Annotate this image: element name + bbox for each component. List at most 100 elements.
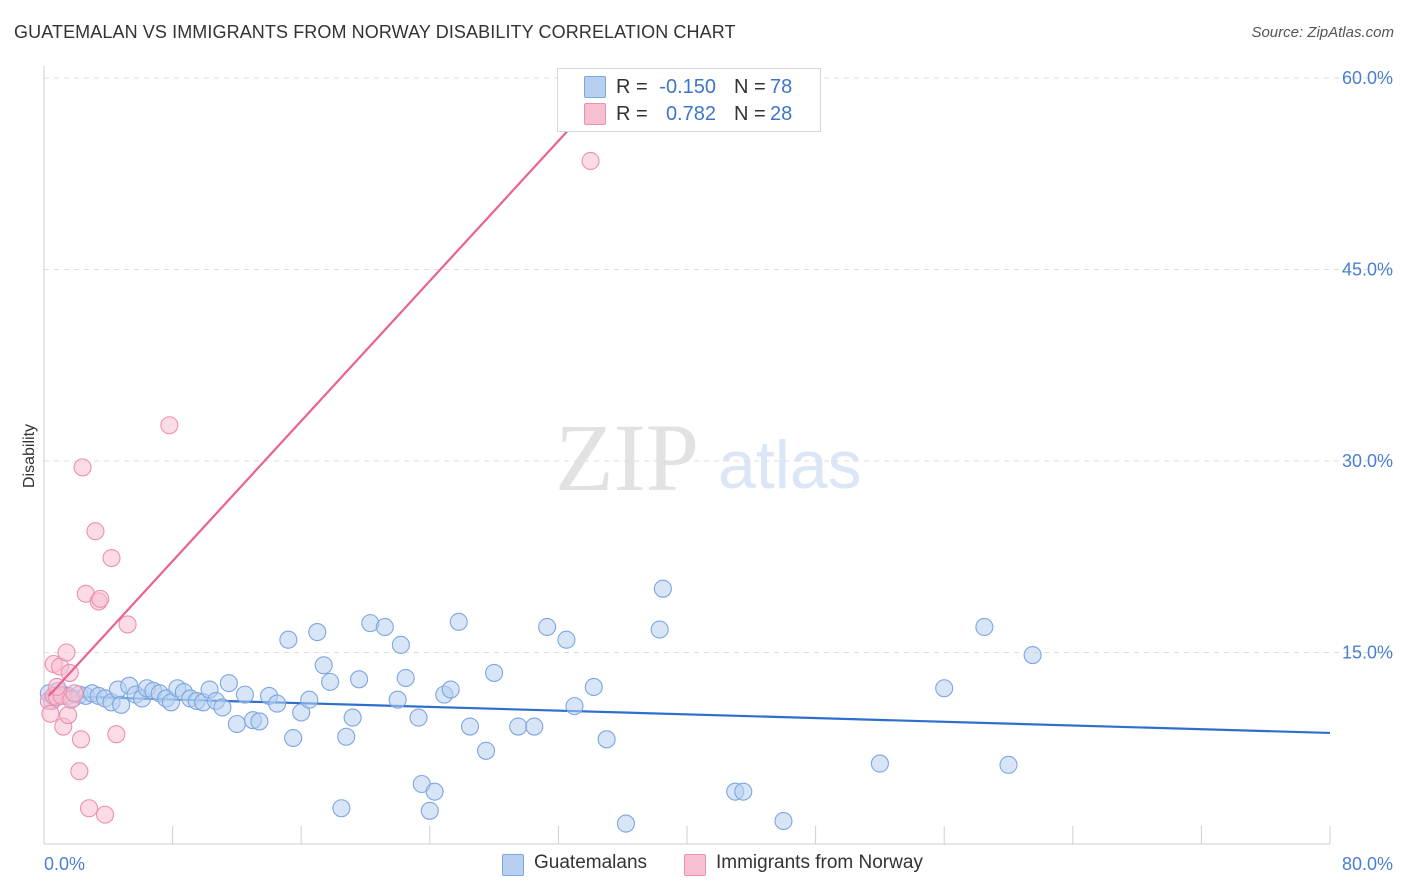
guatemalans-point [653,579,672,598]
guatemalans-point [375,617,394,637]
guatemalans-point [292,703,311,722]
guatemalans-point [300,690,319,709]
norway-point [79,799,99,818]
legend-label: Guatemalans [534,852,648,873]
guatemalans-point [343,708,362,727]
guatemalans-point [268,694,287,713]
norway-point [57,643,76,662]
guatemalans-point [525,717,544,736]
guatemalans-point [112,695,131,714]
r-value: -0.150 [659,76,716,98]
guatemalans-point [337,727,356,746]
guatemalans-point [509,717,528,736]
norway-point [86,522,105,541]
x-tick-label: 80.0% [1342,854,1393,874]
pink-swatch [584,103,606,125]
guatemalans-point [219,674,238,693]
norway-point [73,458,92,477]
n-value: 78 [770,76,793,98]
watermark-zip: ZIP [555,404,699,511]
guatemalans-point [321,672,340,691]
guatemalans-point [420,801,439,820]
guatemalans-point [350,670,369,689]
y-tick-label: 30.0% [1342,451,1393,471]
guatemalans-point [250,712,269,731]
gridlines [44,77,1392,653]
guatemalans-point [650,620,669,639]
correlation-legend: R = -0.150 N = 78 R = 0.782 N = 28 [557,68,821,132]
guatemalans-point [557,630,576,649]
pink-swatch [684,854,706,876]
guatemalans-trend [48,694,1331,735]
guatemalans-point [409,708,428,727]
n-label: N = [734,103,766,125]
norway-point [91,589,110,608]
r-value: 0.782 [665,103,716,125]
legend-row-norway: R = 0.782 N = 28 [558,100,820,128]
guatemalans-point [449,612,468,631]
norway-point [118,615,137,634]
guatemalans-point [441,680,460,699]
guatemalans-point [388,690,407,709]
y-tick-label: 15.0% [1342,643,1393,663]
guatemalans-point [308,623,327,642]
y-tick-label: 45.0% [1342,260,1393,280]
norway-point [70,762,89,781]
tick-labels: 15.0% 30.0% 45.0% 60.0% 0.0% 80.0% [44,68,1393,874]
legend-label: Immigrants from Norway [716,852,923,873]
n-value: 28 [770,103,793,125]
guatemalans-point [425,782,444,801]
guatemalans-point [485,663,504,682]
guatemalans-point [213,698,232,717]
chart-title: GUATEMALAN VS IMMIGRANTS FROM NORWAY DIS… [14,22,736,42]
norway-point [41,704,60,723]
guatemalans-point [565,697,584,716]
y-tick-label: 60.0% [1342,68,1393,88]
watermark-atlas: atlas [718,427,862,503]
x-tick-label: 0.0% [44,854,85,874]
guatemalans-point [227,714,246,734]
norway-point [96,805,115,824]
guatemalans-point [477,741,496,760]
guatemalans-point [460,717,480,736]
guatemalans-point [870,754,889,773]
y-axis-label: Disability [21,424,38,488]
guatemalans-point [396,668,415,688]
r-label: R = [616,103,648,125]
guatemalans-point [1023,646,1042,665]
guatemalans-point [774,811,793,831]
legend-row-guatemalans: R = -0.150 N = 78 [558,73,820,101]
norway-point [581,151,600,171]
guatemalans-point [584,677,603,697]
guatemalans-point [279,630,298,649]
norway-point [65,684,84,703]
guatemalans-point [538,617,557,637]
guatemalans-point [314,656,333,675]
norway-trend [48,82,613,697]
norway-point [102,548,121,568]
norway-point [107,725,126,744]
norway-point [160,416,179,435]
guatemalans-point [616,814,635,833]
norway-points [39,151,600,824]
guatemalans-point [391,635,410,654]
source-label: Source: ZipAtlas.com [1251,24,1394,41]
norway-point [71,730,91,749]
norway-trend-line [48,82,613,697]
guatemalans-point [284,728,303,748]
guatemalans-point [734,782,753,801]
guatemalans-point [332,799,351,818]
norway-point [59,706,78,725]
guatemalans-point [975,617,994,637]
guatemalans-trend-line [48,694,1331,735]
guatemalans-points [39,579,1042,833]
blue-swatch [584,76,606,98]
guatemalans-point [999,755,1018,774]
guatemalans-point [597,730,616,749]
guatemalans-point [235,685,254,704]
r-label: R = [616,76,648,98]
n-label: N = [734,76,766,98]
guatemalans-point [935,679,954,698]
blue-swatch [502,854,524,876]
